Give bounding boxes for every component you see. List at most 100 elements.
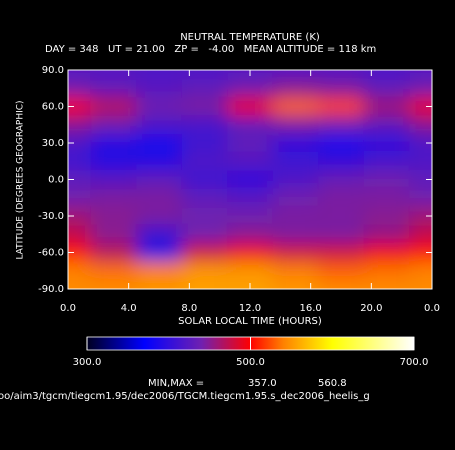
cell: [68, 279, 91, 289]
cell: [181, 206, 228, 226]
extrema-label: MIN,MAX =: [148, 378, 204, 389]
cell: [181, 188, 228, 207]
cell: [318, 279, 364, 289]
cell: [318, 170, 364, 189]
cell: [227, 115, 273, 134]
cell: [90, 79, 137, 98]
cell: [90, 206, 137, 226]
cell: [68, 170, 91, 189]
cell: [227, 261, 273, 280]
cell: [90, 152, 137, 171]
cell: [227, 243, 273, 262]
cell: [68, 115, 91, 134]
cell: [272, 188, 319, 207]
cell: [363, 279, 410, 289]
cell: [136, 133, 182, 153]
y-axis-label: LATITUDE (DEGREES GEOGRAPHIC): [16, 100, 26, 259]
cell: [227, 79, 273, 98]
y-tick-label: -30.0: [38, 211, 64, 222]
cell: [181, 170, 228, 189]
cell: [363, 206, 410, 226]
cell: [68, 225, 91, 244]
cell: [90, 170, 137, 189]
cell: [409, 243, 432, 262]
cell: [318, 243, 364, 262]
cell: [409, 97, 432, 116]
cell: [227, 206, 273, 226]
cell: [68, 152, 91, 171]
cell: [363, 79, 410, 98]
x-tick-label: 8.0: [181, 303, 197, 314]
cell: [227, 170, 273, 189]
cell: [409, 261, 432, 280]
cell: [318, 152, 364, 171]
cell: [318, 133, 364, 153]
cell: [272, 206, 319, 226]
cell: [409, 70, 432, 80]
cell: [90, 115, 137, 134]
cell: [68, 79, 91, 98]
cell: [409, 79, 432, 98]
cell: [90, 243, 137, 262]
cell: [68, 261, 91, 280]
cell: [363, 133, 410, 153]
colorbar-tick-label: 700.0: [400, 357, 429, 368]
cell: [409, 279, 432, 289]
cell: [68, 133, 91, 153]
cell: [363, 70, 410, 80]
x-tick-label: 12.0: [239, 303, 261, 314]
cell: [68, 188, 91, 207]
cell: [181, 115, 228, 134]
cell: [136, 97, 182, 116]
x-tick-label: 4.0: [121, 303, 137, 314]
cell: [90, 225, 137, 244]
y-tick-label: 90.0: [42, 65, 64, 76]
cell: [318, 70, 364, 80]
cell: [272, 133, 319, 153]
cell: [272, 70, 319, 80]
y-tick-label: -60.0: [38, 248, 64, 259]
cell: [68, 206, 91, 226]
footnote: oo/aim3/tgcm/tiegcm1.95/dec2006/TGCM.tie…: [0, 391, 370, 402]
cell: [409, 170, 432, 189]
cell: [68, 243, 91, 262]
cell: [272, 279, 319, 289]
cell: [227, 97, 273, 116]
cells: [68, 70, 432, 289]
cell: [409, 225, 432, 244]
cell: [136, 170, 182, 189]
cell: [363, 261, 410, 280]
x-axis-label: SOLAR LOCAL TIME (HOURS): [178, 316, 322, 327]
cell: [318, 188, 364, 207]
cell: [136, 243, 182, 262]
cell: [272, 261, 319, 280]
cell: [90, 261, 137, 280]
cell: [136, 225, 182, 244]
cell: [181, 152, 228, 171]
x-tick-label: 0.0: [424, 303, 440, 314]
cell: [409, 188, 432, 207]
cell: [272, 152, 319, 171]
cell: [136, 261, 182, 280]
cell: [363, 152, 410, 171]
cell: [90, 97, 137, 116]
y-tick-label: 30.0: [42, 138, 64, 149]
cell: [318, 115, 364, 134]
cell: [272, 97, 319, 116]
cell: [90, 133, 137, 153]
cell: [181, 243, 228, 262]
x-tick-label: 0.0: [60, 303, 76, 314]
extrema-min: 357.0: [248, 378, 277, 389]
y-tick-label: 60.0: [42, 102, 64, 113]
cell: [90, 70, 137, 80]
cell: [272, 225, 319, 244]
cell: [90, 188, 137, 207]
cell: [363, 225, 410, 244]
y-tick-label: 0.0: [48, 175, 64, 186]
cell: [409, 152, 432, 171]
cell: [181, 261, 228, 280]
x-tick-label: 20.0: [360, 303, 382, 314]
cell: [181, 97, 228, 116]
cell: [181, 225, 228, 244]
